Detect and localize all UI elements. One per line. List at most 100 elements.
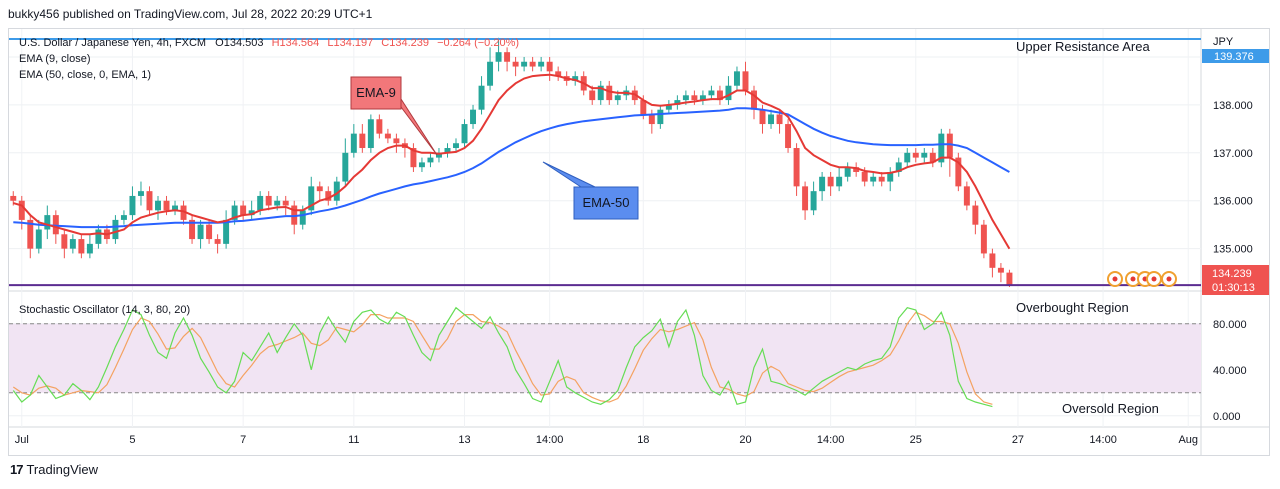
candle-body xyxy=(648,114,655,125)
resistance-price-label: 139.376 xyxy=(1214,51,1254,63)
candle-body xyxy=(938,133,945,163)
candle-body xyxy=(521,61,528,67)
time-tick-label: 13 xyxy=(458,434,470,446)
candle-body xyxy=(35,229,42,249)
candle-body xyxy=(316,186,323,192)
legend-line: U.S. Dollar / Japanese Yen, 4h, FXCM O13… xyxy=(19,37,519,49)
ema9-callout[interactable]: EMA-9 xyxy=(350,76,438,156)
candle-body xyxy=(214,239,221,244)
candle-body xyxy=(691,95,698,101)
legend-ema50[interactable]: EMA (50, close, 0, EMA, 1) xyxy=(19,69,151,81)
ema50-callout-label: EMA-50 xyxy=(583,195,630,210)
candle-body xyxy=(768,114,775,125)
time-axis-ticks[interactable]: Jul 5 7 11 13 14:00 18 20 14:00 25 27 14:00 Aug xyxy=(15,434,1198,446)
candle-body xyxy=(614,95,621,101)
candle-body xyxy=(708,90,715,96)
candle-body xyxy=(359,133,366,149)
candle-body xyxy=(946,133,953,158)
candle-body xyxy=(265,195,272,206)
candle-body xyxy=(120,215,127,220)
candle-body xyxy=(299,210,306,225)
chart-frame[interactable]: U.S. Dollar / Japanese Yen, 4h, FXCM O13… xyxy=(8,28,1270,456)
candle-body xyxy=(248,210,255,216)
resistance-price-tag xyxy=(1202,49,1269,63)
candle-body xyxy=(274,200,281,206)
candle-body xyxy=(478,85,485,110)
candle-body xyxy=(112,219,119,240)
time-tick-label: 27 xyxy=(1012,434,1024,446)
candle-body xyxy=(878,176,885,182)
time-tick-label: 7 xyxy=(240,434,246,446)
candle-body xyxy=(887,171,894,182)
time-tick-label: 18 xyxy=(637,434,649,446)
legend-ema9[interactable]: EMA (9, close) xyxy=(19,53,91,65)
candle-body xyxy=(10,195,17,201)
candle-body xyxy=(853,167,860,172)
candle-body xyxy=(461,124,468,144)
candle-body xyxy=(86,243,93,254)
oversold-annotation[interactable]: Oversold Region xyxy=(1062,401,1159,416)
ema50-callout-pointer xyxy=(542,161,596,188)
candle-body xyxy=(572,76,579,81)
publisher-header: bukky456 published on TradingView.com, J… xyxy=(8,7,373,21)
candle-body xyxy=(589,90,596,101)
candle-body xyxy=(751,90,757,110)
chart-canvas[interactable]: U.S. Dollar / Japanese Yen, 4h, FXCM O13… xyxy=(9,29,1269,455)
stochastic-band xyxy=(9,323,1201,393)
candle-body xyxy=(716,90,723,101)
candle-body xyxy=(606,85,613,101)
time-tick-label: Jul xyxy=(15,434,29,446)
candle-body xyxy=(895,162,902,172)
candle-body xyxy=(325,191,332,201)
price-pane[interactable] xyxy=(9,29,1201,290)
stoch-tick-label: 40.000 xyxy=(1213,365,1247,377)
candle-body xyxy=(827,176,834,187)
candle-body xyxy=(27,219,34,249)
candle-body xyxy=(555,71,562,77)
event-marker-dot xyxy=(1151,276,1157,282)
candle-body xyxy=(129,195,136,216)
candle-body xyxy=(495,52,502,62)
stoch-d-line xyxy=(12,311,993,405)
last-price-tag xyxy=(1202,265,1269,295)
stochastic-axis-ticks[interactable]: 80.000 40.000 0.000 xyxy=(1213,319,1247,423)
time-tick-label: 14:00 xyxy=(817,434,845,446)
overbought-annotation[interactable]: Overbought Region xyxy=(1016,300,1129,315)
candle-body xyxy=(333,181,340,201)
price-tick-label: 136.000 xyxy=(1213,196,1253,208)
time-tick-label: 11 xyxy=(348,434,359,446)
candle-body xyxy=(793,148,800,187)
candle-body xyxy=(189,219,196,240)
candle-body xyxy=(69,239,76,249)
candle-body xyxy=(810,191,817,211)
legend-change: −0.264 (−0.20%) xyxy=(437,37,519,49)
stoch-k-line xyxy=(12,306,993,408)
event-markers[interactable] xyxy=(1107,271,1177,287)
candle-body xyxy=(376,119,383,134)
time-tick-label: 14:00 xyxy=(536,434,564,446)
candle-body xyxy=(206,224,213,240)
event-marker-dot xyxy=(1166,276,1172,282)
candle-body xyxy=(597,85,604,101)
candle-body xyxy=(197,224,204,240)
candle-body xyxy=(155,200,161,211)
candle-body xyxy=(146,191,153,211)
legend-low: L134.197 xyxy=(327,37,373,49)
candle-body xyxy=(487,61,494,86)
ema9-callout-label: EMA-9 xyxy=(356,85,396,100)
time-tick-label: 5 xyxy=(129,434,135,446)
candle-body xyxy=(231,205,238,220)
candle-body xyxy=(972,205,979,225)
candle-body xyxy=(223,219,230,244)
stochastic-title[interactable]: Stochastic Oscillator (14, 3, 80, 20) xyxy=(19,304,190,316)
candle-body xyxy=(95,229,102,244)
legend-high: H134.564 xyxy=(272,37,320,49)
resistance-annotation[interactable]: Upper Resistance Area xyxy=(1016,39,1150,54)
candle-body xyxy=(665,104,672,110)
event-marker-dot xyxy=(1130,276,1136,282)
candle-body xyxy=(504,52,511,62)
candle-body xyxy=(640,100,647,115)
ema50-callout[interactable]: EMA-50 xyxy=(542,161,639,220)
candle-body xyxy=(393,138,400,144)
